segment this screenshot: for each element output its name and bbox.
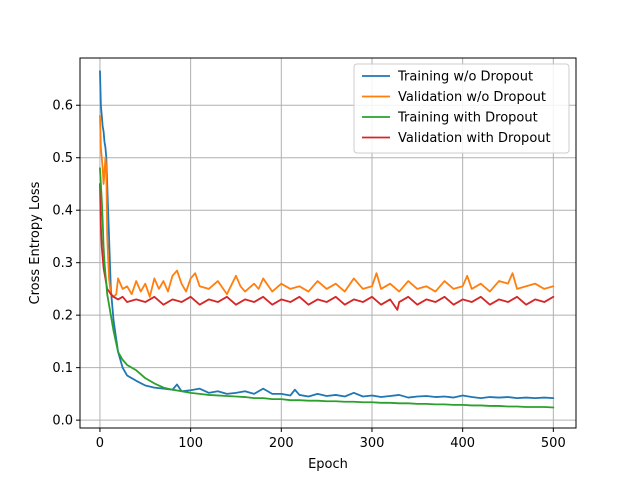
legend: Training w/o Dropout Validation w/o Dropo… xyxy=(353,63,570,154)
x-tick-label: 500 xyxy=(541,436,566,451)
x-tick-label: 300 xyxy=(360,436,385,451)
y-axis-label: Cross Entropy Loss xyxy=(28,181,43,304)
y-tick-label: 0.5 xyxy=(52,151,73,166)
x-tick-label: 400 xyxy=(450,436,475,451)
y-tick-label: 0.6 xyxy=(52,99,73,114)
legend-box xyxy=(353,63,570,154)
y-tick-label: 0.2 xyxy=(52,309,73,324)
x-tick-label: 100 xyxy=(178,436,203,451)
series-line-4 xyxy=(99,183,555,311)
grid xyxy=(80,58,576,428)
legend-label: Training w/o Dropout xyxy=(397,70,533,85)
legend-label: Validation w/o Dropout xyxy=(398,90,546,105)
x-tick-label: 200 xyxy=(269,436,294,451)
x-tick-label: 0 xyxy=(96,436,104,451)
plot-frame xyxy=(79,57,577,429)
y-tick-label: 0.0 xyxy=(52,414,73,429)
y-tick-label: 0.4 xyxy=(52,204,73,219)
series-line-2 xyxy=(99,114,555,298)
y-axis-ticks: 0.0 0.1 0.2 0.3 0.4 0.5 0.6 xyxy=(52,99,80,429)
y-tick-label: 0.3 xyxy=(52,256,73,271)
x-axis-ticks: 0 100 200 300 400 500 xyxy=(96,428,566,451)
series-line-3 xyxy=(99,167,555,409)
x-axis-label: Epoch xyxy=(308,457,348,472)
series-line-1 xyxy=(99,70,555,399)
legend-label: Training with Dropout xyxy=(397,111,538,126)
y-tick-label: 0.1 xyxy=(52,361,73,376)
legend-label: Validation with Dropout xyxy=(398,131,551,146)
series-lines xyxy=(99,70,555,409)
